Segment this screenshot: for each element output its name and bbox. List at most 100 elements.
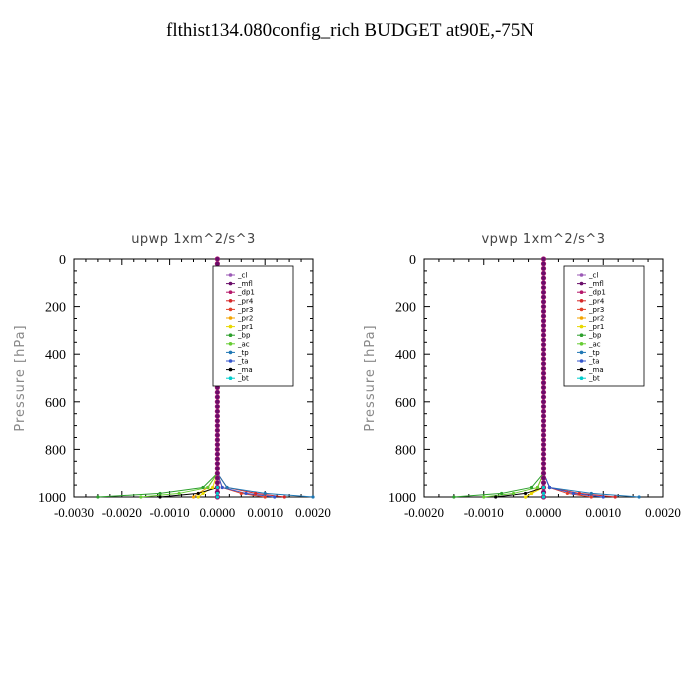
series-point-mfl bbox=[541, 342, 546, 347]
legend-marker bbox=[579, 273, 584, 277]
series-point-mfl bbox=[541, 409, 546, 414]
series-point-pr1 bbox=[523, 495, 528, 499]
legend-box bbox=[212, 265, 294, 387]
legend-marker bbox=[579, 333, 584, 338]
x-tick-label: 0.0000 bbox=[526, 505, 562, 520]
legend-marker bbox=[579, 350, 584, 355]
legend-marker bbox=[579, 342, 584, 346]
series-line-ac bbox=[140, 259, 218, 498]
series-point-pr3 bbox=[263, 495, 267, 499]
series-point-ac bbox=[535, 485, 540, 490]
legend-marker bbox=[228, 324, 233, 329]
chart-title: upwp 1xm^2/s^3 bbox=[131, 232, 256, 247]
series-point-mfl bbox=[541, 299, 546, 304]
series-point-tp bbox=[311, 495, 315, 499]
series-point-mfl bbox=[541, 285, 546, 290]
x-tick-label: -0.0020 bbox=[404, 505, 444, 520]
series-point-bt bbox=[541, 491, 546, 496]
x-tick-label: -0.0020 bbox=[102, 505, 142, 520]
series-point-mfl bbox=[541, 309, 546, 314]
series-point-pr1 bbox=[529, 491, 534, 496]
x-tick-label: -0.0030 bbox=[54, 505, 94, 520]
series-point-mfl bbox=[541, 290, 546, 295]
series-line-pr1 bbox=[525, 259, 544, 498]
series-point-mfl bbox=[215, 456, 220, 461]
series-point-tp bbox=[589, 491, 593, 496]
series-point-bt bbox=[215, 491, 219, 496]
series-point-mfl bbox=[215, 409, 220, 414]
series-point-mfl bbox=[541, 323, 546, 328]
legend-label: _ac bbox=[588, 340, 601, 348]
legend-label: _cl bbox=[588, 272, 598, 280]
page-title: flthist134.080config_rich BUDGET at90E,-… bbox=[166, 20, 534, 41]
y-tick-label: 600 bbox=[395, 396, 416, 411]
legend-label: _ma bbox=[588, 366, 604, 374]
legend-marker bbox=[579, 281, 584, 286]
legend-label: _ma bbox=[237, 366, 253, 374]
series-point-bp bbox=[529, 485, 534, 490]
series-point-ac bbox=[206, 485, 210, 490]
series-point-bt bbox=[215, 495, 219, 499]
series-point-mfl bbox=[541, 333, 546, 338]
chart-panel-2: vpwp 1xm^2/s^3 0 200 400 600 800 1000-0.0020 -0… bbox=[363, 232, 681, 520]
y-tick-label: 1000 bbox=[38, 491, 66, 506]
series-point-mfl bbox=[215, 475, 220, 480]
legend-label: _pr1 bbox=[237, 323, 253, 331]
series-point-mfl bbox=[541, 423, 546, 428]
series-point-mfl bbox=[215, 414, 220, 419]
y-tick-label: 800 bbox=[45, 443, 66, 458]
legend-marker bbox=[579, 307, 584, 312]
series-line-pr2 bbox=[525, 259, 544, 498]
series-point-mfl bbox=[541, 452, 546, 457]
series-line-bp bbox=[453, 259, 544, 498]
series-point-mfl bbox=[541, 418, 546, 423]
y-axis-label: Pressure [hPa] bbox=[363, 324, 378, 431]
series-point-pr4 bbox=[254, 491, 258, 496]
series-point-mfl bbox=[541, 318, 546, 323]
legend-label: _dp1 bbox=[237, 289, 255, 297]
series-point-mfl bbox=[541, 480, 546, 485]
series-point-ac bbox=[512, 491, 516, 496]
x-tick-label: 0.0000 bbox=[200, 505, 236, 520]
series-point-ta bbox=[220, 485, 224, 490]
x-tick-label: -0.0010 bbox=[464, 505, 504, 520]
series-point-bt bbox=[541, 495, 546, 499]
y-tick-label: 0 bbox=[59, 253, 66, 268]
series-point-mfl bbox=[541, 276, 546, 281]
legend-label: _pr2 bbox=[588, 315, 604, 323]
series-line-ma bbox=[159, 259, 218, 498]
series-point-mfl bbox=[541, 328, 546, 333]
series-point-ma bbox=[494, 495, 498, 499]
legend-marker bbox=[228, 333, 233, 338]
series-point-mfl bbox=[215, 447, 220, 452]
series-point-mfl bbox=[541, 395, 546, 400]
series-point-mfl bbox=[215, 437, 220, 442]
y-tick-label: 600 bbox=[45, 396, 66, 411]
series-point-mfl bbox=[541, 456, 546, 461]
legend-marker bbox=[228, 342, 233, 346]
legend-label: _ta bbox=[588, 358, 600, 366]
legend-marker bbox=[228, 281, 233, 286]
legend-label: _mfl bbox=[588, 280, 604, 288]
series-point-tp bbox=[637, 495, 641, 499]
y-tick-label: 200 bbox=[45, 301, 66, 316]
series-point-mfl bbox=[541, 433, 546, 438]
series-point-mfl bbox=[215, 261, 220, 266]
series-point-mfl bbox=[215, 423, 220, 428]
series-point-bp bbox=[158, 491, 162, 496]
legend: _cl_mfl_dp1_pr4_pr3_pr2_pr1_bp_ac_tp_ta_… bbox=[212, 265, 294, 387]
series-point-mfl bbox=[541, 366, 546, 371]
series-point-mfl bbox=[215, 480, 220, 485]
series-point-pr3 bbox=[565, 491, 570, 496]
y-tick-label: 1000 bbox=[388, 491, 416, 506]
legend-label: _dp1 bbox=[588, 289, 606, 297]
x-tick-label: 0.0010 bbox=[247, 505, 283, 520]
legend-marker bbox=[579, 299, 584, 303]
series-point-mfl bbox=[541, 428, 546, 433]
legend-label: _pr1 bbox=[588, 323, 604, 331]
legend-label: _pr4 bbox=[237, 297, 254, 305]
legend-label: _mfl bbox=[237, 280, 253, 288]
legend: _cl_mfl_dp1_pr4_pr3_pr2_pr1_bp_ac_tp_ta_… bbox=[563, 265, 645, 387]
series-point-ta bbox=[547, 485, 552, 490]
